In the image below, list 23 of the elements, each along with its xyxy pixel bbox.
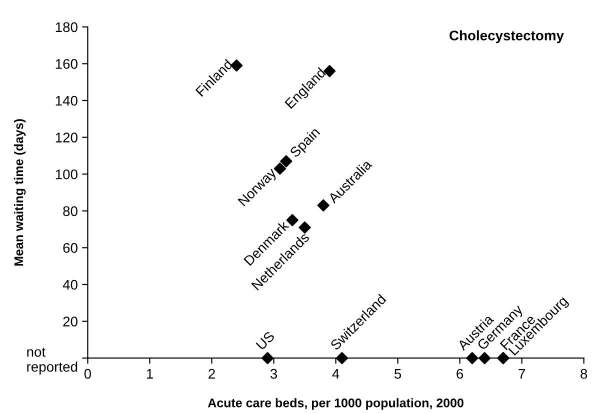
y-tick-label: 20 <box>63 316 78 326</box>
x-axis-title: Acute care beds, per 1000 population, 2000 <box>208 398 464 410</box>
chart-title: Cholecystectomy <box>450 30 564 44</box>
y-tick-label: not reported <box>27 348 78 375</box>
y-axis-title: Mean waiting time (days) <box>14 119 26 266</box>
x-tick-label: 5 <box>394 369 402 379</box>
x-tick-label: 8 <box>580 368 588 379</box>
x-tick-label: 2 <box>208 368 215 379</box>
x-tick-label: 3 <box>270 368 278 379</box>
x-tick-label: 6 <box>456 368 464 379</box>
y-tick-label: 120 <box>56 132 78 142</box>
y-tick-label: 60 <box>63 243 78 253</box>
x-tick-label: 1 <box>146 369 153 379</box>
y-tick-label: 40 <box>62 280 78 290</box>
y-tick-label: 180 <box>56 22 78 32</box>
x-tick-label: 4 <box>332 369 340 379</box>
x-tick-label: 7 <box>518 369 525 379</box>
y-tick-label: 100 <box>56 169 78 180</box>
y-tick-label: 160 <box>56 59 78 69</box>
x-tick-label: 0 <box>84 368 92 379</box>
y-tick-label: 140 <box>56 96 78 106</box>
annotation: US <box>256 330 276 350</box>
y-tick-label: 80 <box>63 206 78 216</box>
